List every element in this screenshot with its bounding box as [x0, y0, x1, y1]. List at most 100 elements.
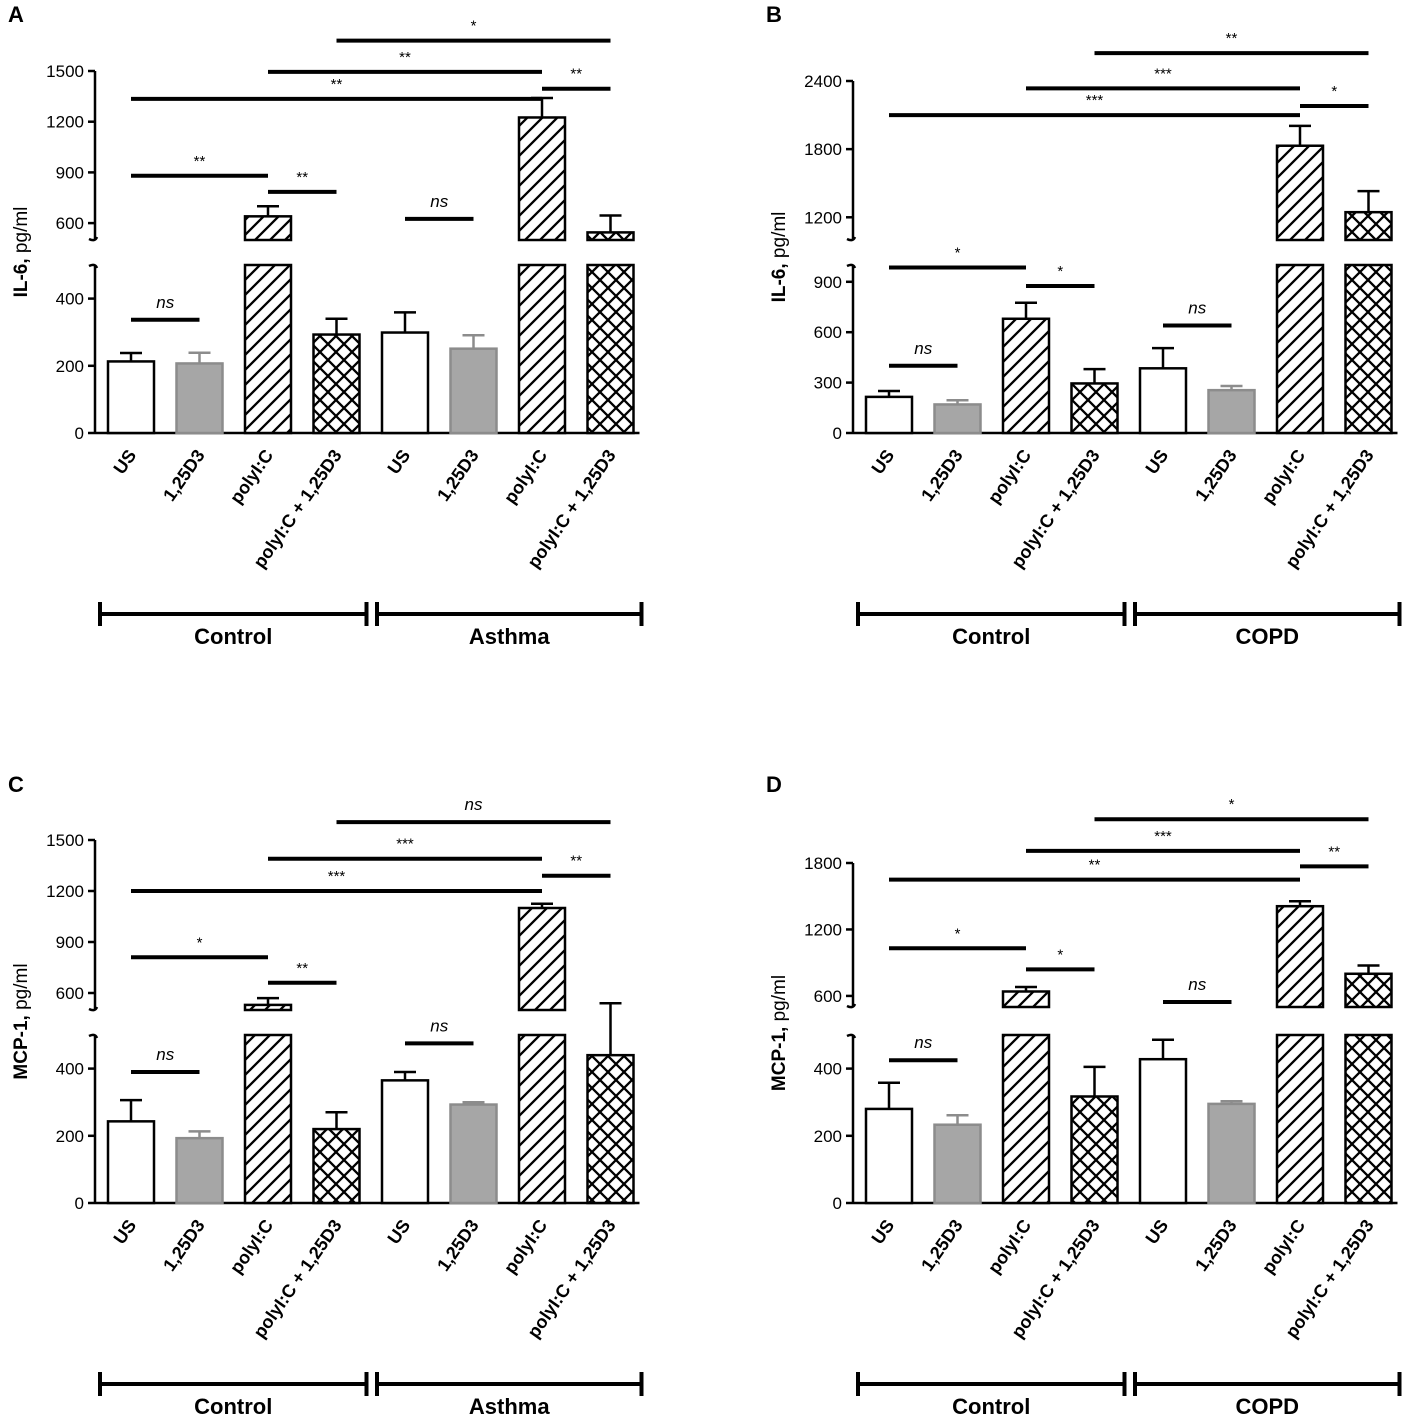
bar-rect [312, 333, 361, 435]
bar-rect [380, 1079, 430, 1205]
x-category-label: 1,25D3 [433, 446, 483, 505]
significance-label: ** [570, 66, 582, 83]
y-tick-label: 200 [56, 1127, 84, 1146]
significance-bracket: ns [405, 192, 474, 221]
y-axis-label-unit: pg/ml [769, 975, 790, 1027]
significance-label: * [1229, 796, 1235, 813]
x-category-label: polyI:C [984, 1216, 1035, 1277]
y-axis-label-measure: IL-6, [769, 263, 790, 302]
y-tick-label: 900 [814, 273, 842, 292]
significance-bracket: ns [889, 339, 958, 368]
significance-bracket: ** [889, 857, 1300, 882]
significance-label: ns [465, 795, 483, 814]
x-category-label: 1,25D3 [1191, 1216, 1241, 1275]
significance-label: *** [396, 836, 414, 853]
bar-rect [864, 395, 914, 435]
significance-label: * [471, 18, 477, 35]
significance-label: * [955, 925, 961, 942]
axis-break-mark [846, 1003, 857, 1009]
x-category-label: 1,25D3 [433, 1216, 483, 1275]
y-tick-label: 900 [56, 933, 84, 952]
bar-rect-upper [1275, 144, 1325, 242]
bar-rect [312, 1127, 361, 1205]
bar-rect-lower [243, 1033, 293, 1205]
x-category-label: 1,25D3 [1191, 446, 1241, 505]
bar-4 [1070, 1065, 1119, 1205]
x-category-label: US [110, 1216, 141, 1248]
bar-rect-upper [243, 1003, 293, 1012]
x-category-label: polyI:C [1258, 446, 1309, 507]
y-tick-label: 0 [75, 424, 84, 443]
bar-rect [449, 347, 498, 435]
significance-bracket: * [1300, 83, 1369, 108]
group-label: COPD [1235, 624, 1299, 649]
group-bracket-copd: COPD [1133, 1372, 1402, 1419]
significance-bracket: *** [1026, 65, 1300, 91]
y-axis-label-unit: pg/ml [11, 207, 32, 259]
significance-label: * [1331, 83, 1337, 100]
panel-letter: A [8, 2, 24, 27]
bar-6 [1207, 1099, 1256, 1205]
significance-bracket: ** [542, 853, 611, 878]
bar-rect [864, 1107, 914, 1205]
bar-6 [1207, 384, 1256, 435]
bar-rect [586, 1053, 635, 1205]
x-category-label: US [110, 446, 141, 478]
bar-3 [1001, 985, 1051, 1205]
axis-break-mark [88, 1006, 99, 1012]
significance-label: ns [156, 1045, 174, 1064]
bar-2 [933, 398, 982, 435]
bar-3 [1001, 301, 1051, 435]
significance-bracket: ns [336, 795, 611, 825]
x-category-label: polyI:C [500, 446, 551, 507]
bar-1 [864, 389, 914, 435]
x-category-label: 1,25D3 [159, 1216, 209, 1275]
x-category-label: polyI:C [1258, 1216, 1309, 1277]
significance-label: *** [1154, 65, 1172, 82]
y-tick-label: 0 [75, 1194, 84, 1213]
x-category-label: polyI:C [500, 1216, 551, 1277]
y-axis [88, 71, 99, 433]
chart-panel-d: D MCP-1, pg/ml 0 200 400 600 1200 1800 US 1,25D3 p… [766, 772, 1402, 1419]
bar-3 [243, 996, 293, 1205]
significance-label: * [955, 245, 961, 262]
significance-label: *** [1086, 92, 1104, 109]
axis-break-mark [88, 1033, 99, 1039]
bar-1 [864, 1081, 914, 1205]
y-axis-label: MCP-1, pg/ml [11, 963, 32, 1079]
x-category-label: 1,25D3 [159, 446, 209, 505]
axis-break-mark [88, 236, 99, 242]
significance-bracket: ** [268, 49, 542, 74]
group-label: Asthma [469, 624, 550, 649]
y-axis [846, 863, 857, 1203]
bar-rect [1138, 1057, 1188, 1205]
bar-rect-upper [1344, 210, 1393, 242]
significance-bracket: *** [889, 92, 1300, 118]
y-tick-label: 1500 [46, 831, 84, 850]
bar-7 [517, 96, 567, 435]
y-axis [88, 840, 99, 1203]
y-tick-label: 1200 [46, 882, 84, 901]
bar-7 [1275, 124, 1325, 435]
significance-label: ** [1089, 857, 1101, 874]
y-tick-label: 1800 [804, 140, 842, 159]
significance-label: ns [430, 1016, 448, 1035]
bar-rect-upper [1344, 972, 1393, 1009]
significance-bracket: ns [1163, 975, 1232, 1005]
bar-rect-upper [517, 116, 567, 242]
chart-panel-a: A IL-6, pg/ml 0 200 400 600 900 1200 1500 US 1,25D… [8, 2, 644, 649]
bar-3 [243, 204, 293, 435]
y-tick-label: 400 [814, 1060, 842, 1079]
bar-4 [312, 1111, 361, 1205]
significance-bracket: * [1026, 946, 1095, 972]
significance-label: ns [914, 339, 932, 358]
y-tick-label: 2400 [804, 72, 842, 91]
bar-rect-lower [517, 263, 567, 435]
significance-label: * [197, 934, 203, 951]
significance-label: ** [1226, 30, 1238, 47]
bar-8 [586, 214, 635, 435]
bar-rect [933, 1123, 982, 1205]
y-tick-label: 1200 [804, 920, 842, 939]
significance-bracket: * [131, 934, 268, 960]
chart-panel-c: C MCP-1, pg/ml 0 200 400 600 900 1200 1500 US 1,25… [8, 772, 644, 1419]
